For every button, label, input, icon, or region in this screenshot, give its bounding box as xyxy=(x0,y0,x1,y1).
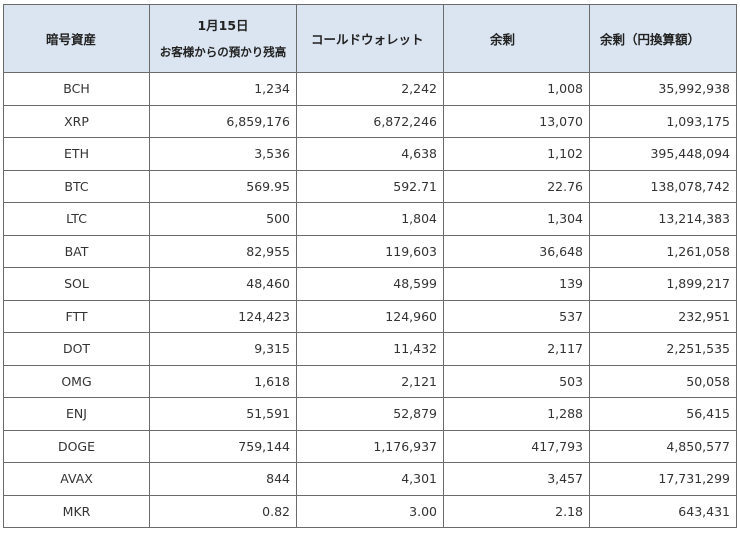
table-row: MKR 0.82 3.00 2.18 643,431 xyxy=(3,494,737,528)
table-row: BTC 569.95 592.71 22.76 138,078,742 xyxy=(3,169,737,203)
cell-surplus-jpy: 395,448,094 xyxy=(589,137,737,171)
cell-surplus: 2,117 xyxy=(443,332,590,366)
cell-cold-wallet: 592.71 xyxy=(296,169,444,203)
table-row: SOL 48,460 48,599 139 1,899,217 xyxy=(3,267,737,301)
table-row: XRP 6,859,176 6,872,246 13,070 1,093,175 xyxy=(3,104,737,138)
table-row: DOT 9,315 11,432 2,117 2,251,535 xyxy=(3,332,737,366)
table-row: ETH 3,536 4,638 1,102 395,448,094 xyxy=(3,137,737,171)
table-row: LTC 500 1,804 1,304 13,214,383 xyxy=(3,202,737,236)
cell-surplus-jpy: 13,214,383 xyxy=(589,202,737,236)
cell-surplus: 1,304 xyxy=(443,202,590,236)
cell-customer-balance: 1,234 xyxy=(149,72,297,106)
cell-cold-wallet: 4,301 xyxy=(296,462,444,496)
cell-surplus: 1,008 xyxy=(443,72,590,106)
cell-asset: XRP xyxy=(3,104,150,138)
cell-customer-balance: 0.82 xyxy=(149,494,297,528)
cell-surplus: 3,457 xyxy=(443,462,590,496)
cell-surplus-jpy: 4,850,577 xyxy=(589,429,737,463)
cell-customer-balance: 3,536 xyxy=(149,137,297,171)
cell-cold-wallet: 124,960 xyxy=(296,299,444,333)
cell-surplus: 417,793 xyxy=(443,429,590,463)
cell-surplus-jpy: 1,261,058 xyxy=(589,234,737,268)
crypto-holdings-table: 暗号資産 1月15日 お客様からの預かり残高 コールドウォレット 余剰 余剰（円… xyxy=(3,4,737,528)
cell-cold-wallet: 48,599 xyxy=(296,267,444,301)
header-asset: 暗号資産 xyxy=(3,4,150,73)
cell-surplus: 1,102 xyxy=(443,137,590,171)
cell-cold-wallet: 1,176,937 xyxy=(296,429,444,463)
cell-surplus: 13,070 xyxy=(443,104,590,138)
cell-asset: AVAX xyxy=(3,462,150,496)
cell-customer-balance: 124,423 xyxy=(149,299,297,333)
cell-surplus-jpy: 17,731,299 xyxy=(589,462,737,496)
cell-surplus: 1,288 xyxy=(443,397,590,431)
cell-asset: OMG xyxy=(3,364,150,398)
cell-cold-wallet: 2,242 xyxy=(296,72,444,106)
cell-asset: LTC xyxy=(3,202,150,236)
cell-asset: ENJ xyxy=(3,397,150,431)
cell-asset: BTC xyxy=(3,169,150,203)
header-customer-date: 1月15日 xyxy=(197,17,249,33)
table-body: BCH 1,234 2,242 1,008 35,992,938 XRP 6,8… xyxy=(3,72,737,528)
cell-surplus-jpy: 35,992,938 xyxy=(589,72,737,106)
cell-asset: FTT xyxy=(3,299,150,333)
table-row: DOGE 759,144 1,176,937 417,793 4,850,577 xyxy=(3,429,737,463)
cell-customer-balance: 500 xyxy=(149,202,297,236)
cell-cold-wallet: 4,638 xyxy=(296,137,444,171)
cell-customer-balance: 6,859,176 xyxy=(149,104,297,138)
header-row: 暗号資産 1月15日 お客様からの預かり残高 コールドウォレット 余剰 余剰（円… xyxy=(3,4,737,73)
cell-cold-wallet: 3.00 xyxy=(296,494,444,528)
cell-surplus-jpy: 138,078,742 xyxy=(589,169,737,203)
table-row: FTT 124,423 124,960 537 232,951 xyxy=(3,299,737,333)
header-customer-label: お客様からの預かり残高 xyxy=(159,44,287,59)
cell-customer-balance: 82,955 xyxy=(149,234,297,268)
header-customer-balance: 1月15日 お客様からの預かり残高 xyxy=(149,4,297,73)
cell-customer-balance: 48,460 xyxy=(149,267,297,301)
cell-surplus: 2.18 xyxy=(443,494,590,528)
cell-asset: MKR xyxy=(3,494,150,528)
table-header: 暗号資産 1月15日 お客様からの預かり残高 コールドウォレット 余剰 余剰（円… xyxy=(3,4,737,73)
cell-cold-wallet: 6,872,246 xyxy=(296,104,444,138)
cell-surplus-jpy: 1,899,217 xyxy=(589,267,737,301)
cell-cold-wallet: 2,121 xyxy=(296,364,444,398)
cell-surplus-jpy: 2,251,535 xyxy=(589,332,737,366)
cell-cold-wallet: 119,603 xyxy=(296,234,444,268)
cell-surplus-jpy: 56,415 xyxy=(589,397,737,431)
cell-asset: BCH xyxy=(3,72,150,106)
cell-customer-balance: 51,591 xyxy=(149,397,297,431)
cell-customer-balance: 569.95 xyxy=(149,169,297,203)
cell-surplus-jpy: 1,093,175 xyxy=(589,104,737,138)
cell-cold-wallet: 52,879 xyxy=(296,397,444,431)
header-surplus-jpy: 余剰（円換算額） xyxy=(589,4,737,73)
cell-asset: SOL xyxy=(3,267,150,301)
cell-asset: BAT xyxy=(3,234,150,268)
cell-asset: ETH xyxy=(3,137,150,171)
cell-customer-balance: 759,144 xyxy=(149,429,297,463)
table-row: ENJ 51,591 52,879 1,288 56,415 xyxy=(3,397,737,431)
cell-surplus: 139 xyxy=(443,267,590,301)
table-row: BCH 1,234 2,242 1,008 35,992,938 xyxy=(3,72,737,106)
header-surplus: 余剰 xyxy=(443,4,590,73)
cell-surplus: 36,648 xyxy=(443,234,590,268)
cell-cold-wallet: 11,432 xyxy=(296,332,444,366)
cell-customer-balance: 1,618 xyxy=(149,364,297,398)
cell-cold-wallet: 1,804 xyxy=(296,202,444,236)
header-cold-wallet: コールドウォレット xyxy=(296,4,444,73)
cell-asset: DOT xyxy=(3,332,150,366)
cell-customer-balance: 844 xyxy=(149,462,297,496)
cell-asset: DOGE xyxy=(3,429,150,463)
cell-surplus-jpy: 232,951 xyxy=(589,299,737,333)
table-row: OMG 1,618 2,121 503 50,058 xyxy=(3,364,737,398)
table-row: AVAX 844 4,301 3,457 17,731,299 xyxy=(3,462,737,496)
cell-surplus-jpy: 643,431 xyxy=(589,494,737,528)
table-row: BAT 82,955 119,603 36,648 1,261,058 xyxy=(3,234,737,268)
cell-surplus: 537 xyxy=(443,299,590,333)
cell-customer-balance: 9,315 xyxy=(149,332,297,366)
holdings-table-container: 暗号資産 1月15日 お客様からの預かり残高 コールドウォレット 余剰 余剰（円… xyxy=(3,4,737,528)
cell-surplus-jpy: 50,058 xyxy=(589,364,737,398)
cell-surplus: 503 xyxy=(443,364,590,398)
cell-surplus: 22.76 xyxy=(443,169,590,203)
